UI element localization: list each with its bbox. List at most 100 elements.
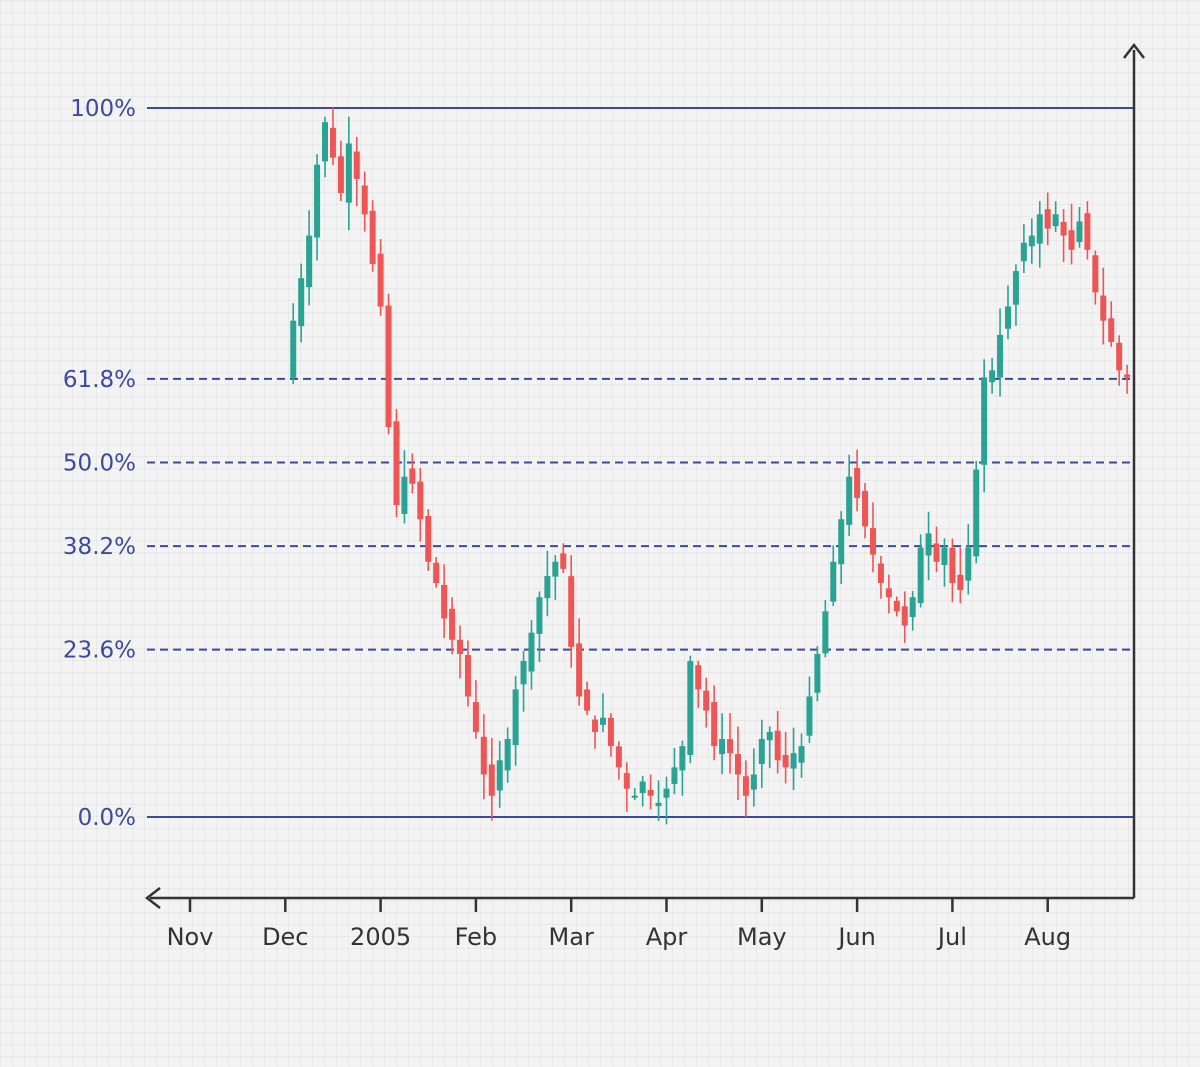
candle-body-down xyxy=(457,639,464,654)
candle-body-up xyxy=(655,802,662,807)
candle-body-up xyxy=(798,746,805,763)
candle-body-down xyxy=(949,547,956,584)
candle-body-down xyxy=(377,253,384,307)
x-tick-label: Aug xyxy=(1024,923,1071,951)
candle-body-up xyxy=(345,143,352,203)
candle-body-down xyxy=(877,563,884,584)
fib-level-label: 61.8% xyxy=(63,367,136,393)
candle-body-up xyxy=(838,519,845,565)
candle-body-up xyxy=(401,476,408,514)
candle-body-up xyxy=(1012,271,1019,305)
candle-body-down xyxy=(1108,318,1115,342)
candle-body-down xyxy=(957,574,964,591)
candle-body-down xyxy=(647,789,654,796)
candle-body-up xyxy=(1036,214,1043,244)
candle-body-down xyxy=(385,305,392,428)
candle-body-down xyxy=(1116,342,1123,371)
candle-body-down xyxy=(1060,221,1067,236)
candle-body-up xyxy=(639,781,646,794)
candle-body-up xyxy=(719,739,726,755)
candle-body-up xyxy=(496,760,503,791)
candle-body-up xyxy=(322,122,329,162)
candle-body-down xyxy=(425,515,432,562)
x-tick-label: Feb xyxy=(455,923,498,951)
candle-body-down xyxy=(695,665,702,690)
candle-body-down xyxy=(353,151,360,179)
candle-body-up xyxy=(504,739,511,771)
candle-body-down xyxy=(1092,255,1099,293)
x-axis-ticks: Nov Dec 2005 Feb Mar Apr May Jun Jul Aug xyxy=(167,898,1071,951)
candle-body-down xyxy=(1068,230,1075,250)
candle-body-up xyxy=(1052,214,1059,227)
candle-body-up xyxy=(679,746,686,771)
candle-body-down xyxy=(1100,295,1107,321)
candle-body-down xyxy=(774,730,781,761)
x-tick-label: Jul xyxy=(936,923,967,951)
candle-body-down xyxy=(901,606,908,626)
candle-body-up xyxy=(814,653,821,693)
candle-body-down xyxy=(607,717,614,747)
candle-body-up xyxy=(314,164,321,238)
candle-body-down xyxy=(568,576,575,647)
x-tick-label: Apr xyxy=(646,923,688,951)
candle-body-up xyxy=(631,795,638,798)
candle-body-up xyxy=(290,320,297,378)
candle-body-down xyxy=(1044,209,1051,229)
y-axis-arrow-icon xyxy=(1123,42,1145,59)
candle-body-up xyxy=(846,476,853,525)
candle-body-up xyxy=(687,661,694,755)
candle-body-up xyxy=(989,370,996,383)
fib-level-label: 23.6% xyxy=(63,638,136,664)
candle-body-down xyxy=(361,185,368,215)
candle-body-down xyxy=(560,553,567,569)
candle-body-down xyxy=(1124,374,1131,378)
x-tick-label: Dec xyxy=(262,923,308,951)
candle-body-up xyxy=(536,597,543,634)
candle-body-down xyxy=(369,210,376,264)
candle-body-down xyxy=(727,739,734,754)
candle-body-up xyxy=(599,717,606,725)
candle-body-down xyxy=(782,754,789,768)
candle-body-up xyxy=(830,561,837,602)
chart-axes xyxy=(144,42,1145,909)
candle-body-down xyxy=(869,528,876,555)
fib-level-label: 100% xyxy=(70,96,136,122)
fib-level-label: 38.2% xyxy=(63,534,136,560)
candle-body-down xyxy=(734,754,741,775)
candle-body-up xyxy=(766,731,773,741)
candle-body-up xyxy=(750,774,757,790)
candle-body-up xyxy=(512,689,519,746)
candle-body-down xyxy=(393,421,400,506)
x-tick-label: Mar xyxy=(549,923,594,951)
candle-body-down xyxy=(480,736,487,775)
candle-body-up xyxy=(758,739,765,765)
candle-body-down xyxy=(433,562,440,584)
candle-body-up xyxy=(790,753,797,769)
candle-body-up xyxy=(520,661,527,685)
candle-body-up xyxy=(909,597,916,618)
candle-body-up xyxy=(981,377,988,465)
candle-body-up xyxy=(917,547,924,604)
candle-body-up xyxy=(973,469,980,557)
candle-body-up xyxy=(997,334,1004,378)
candle-body-up xyxy=(1076,221,1083,243)
candle-body-up xyxy=(941,547,948,566)
fib-level-label: 0.0% xyxy=(78,805,136,831)
candle-body-down xyxy=(584,689,591,711)
candle-body-up xyxy=(806,696,813,736)
x-axis-arrow-icon xyxy=(144,887,161,909)
x-tick-label: May xyxy=(737,923,787,951)
candle-body-up xyxy=(925,533,932,556)
candle-body-down xyxy=(623,773,630,789)
candle-body-down xyxy=(854,468,861,498)
candle-body-up xyxy=(1004,306,1011,329)
candle-body-down xyxy=(742,776,749,796)
candle-body-down xyxy=(449,608,456,640)
candle-body-down xyxy=(472,702,479,732)
candle-body-down xyxy=(409,468,416,484)
candle-body-up xyxy=(1028,235,1035,247)
candle-body-down xyxy=(576,643,583,697)
candle-body-up xyxy=(822,611,829,654)
candle-body-down xyxy=(417,481,424,520)
